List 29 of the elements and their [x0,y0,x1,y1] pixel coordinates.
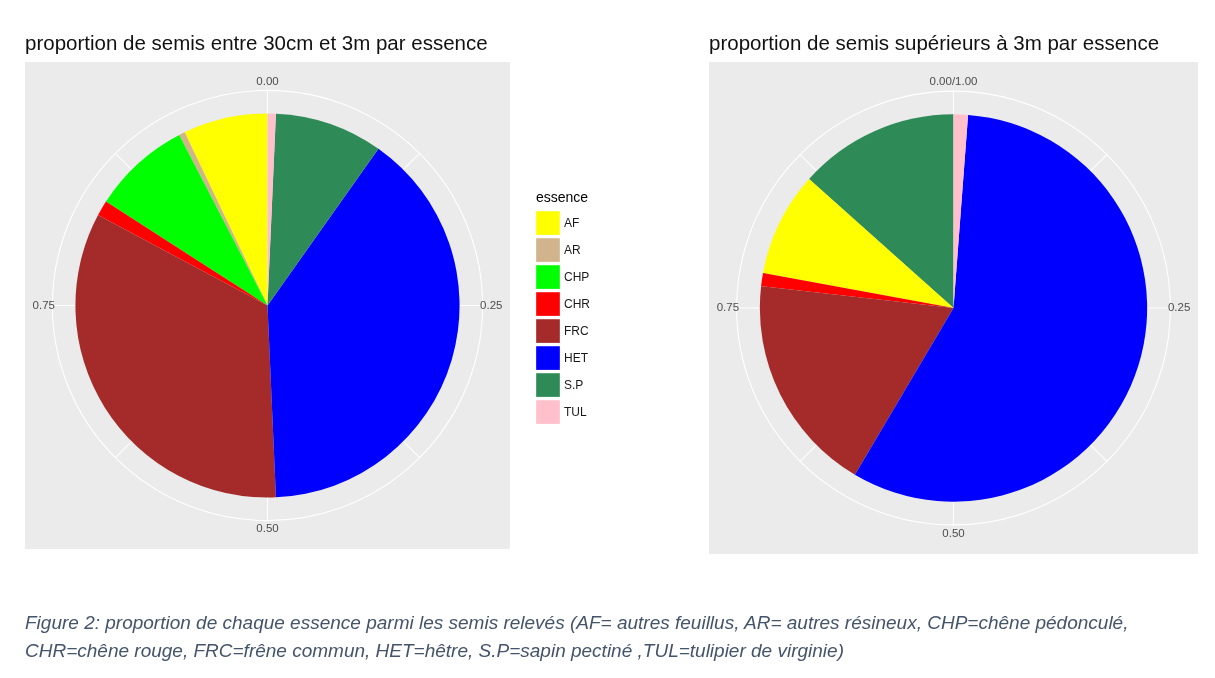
pie-slice [761,272,954,308]
legend-label: AF [564,216,580,231]
legend-label: TUL [564,405,587,420]
legend-label: HET [564,351,589,366]
text: 0.75 [716,301,740,313]
pie-slice [759,286,954,475]
chart-title: proportion de semis entre 30cm et 3m par essence [25,30,488,54]
pie-slice [267,148,460,498]
text: 0.75 [32,298,55,311]
legend-title: essence [536,189,589,206]
legend-label: FRC [564,324,589,339]
text: 0.50 [942,526,965,539]
text: 0.25 [480,298,503,311]
pie-slice [763,179,954,308]
text: 0.50 [256,522,279,535]
text: 0.25 [1167,301,1191,313]
pie-slice [854,114,1147,502]
pie-slice [267,113,379,306]
legend-label: CHP [564,270,590,285]
caption: Figure 2: proportion de chaque essence parmi les semis relevés (AF= autres feuillus, AR= autres résineux, CHP=chêne pédonculé, CHR=chêne rouge, FRC=frêne commun, HET=hêtre, S.P=sapin pectiné ,TUL=tulipier de virginie) [25,612,1129,661]
text: 0.00 [256,74,279,87]
text: 0.00/1.00 [929,75,978,88]
pie-slice [809,114,954,308]
legend-label: S.P [564,378,584,393]
pie-slice [75,215,276,498]
legend-label: AR [564,243,581,258]
legend-label: CHR [564,297,591,312]
pie-slice [105,134,268,306]
chart-title: proportion de semis supérieurs à 3m par essence [709,30,1160,54]
